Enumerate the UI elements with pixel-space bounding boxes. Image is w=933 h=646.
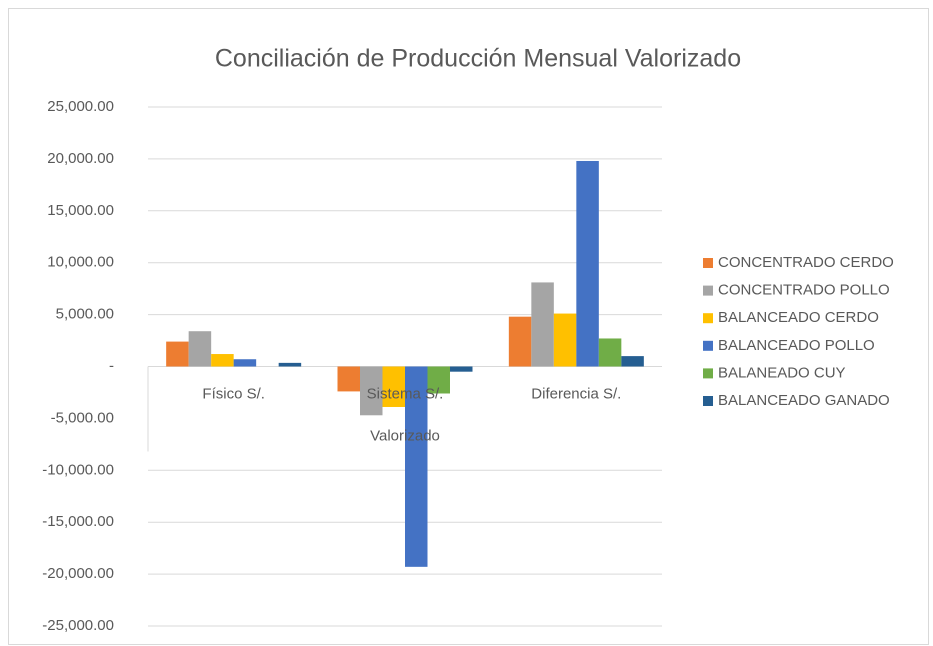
y-tick-label: -10,000.00 — [42, 461, 114, 478]
bar — [278, 362, 302, 367]
y-tick-label: -25,000.00 — [42, 617, 114, 634]
bar — [382, 366, 405, 407]
legend-label: BALANCEADO POLLO — [718, 337, 875, 354]
legend-label: CONCENTRADO POLLO — [718, 282, 890, 299]
legend-label: BALANCEADO GANADO — [718, 392, 890, 409]
bar — [621, 356, 644, 367]
bar — [553, 313, 577, 367]
chart-border — [8, 8, 929, 645]
x-axis-label: Valorizado — [370, 427, 440, 444]
bar — [508, 316, 532, 367]
legend-label: BALANEADO CUY — [718, 364, 846, 381]
bar — [360, 366, 383, 416]
y-tick-label: 20,000.00 — [47, 150, 114, 167]
y-tick-label: 5,000.00 — [56, 306, 114, 323]
bar — [598, 338, 622, 367]
bar — [427, 366, 450, 394]
y-tick-label: -15,000.00 — [42, 513, 114, 530]
y-tick-label: 10,000.00 — [47, 254, 114, 271]
bar — [337, 366, 360, 392]
x-tick-label: Sistema S/. — [367, 385, 444, 402]
x-tick-label: Diferencia S/. — [531, 385, 621, 402]
x-tick-label: Físico S/. — [202, 385, 265, 402]
bar — [405, 366, 428, 567]
bar — [233, 359, 257, 367]
legend-swatch — [703, 396, 713, 406]
bar — [450, 366, 473, 372]
legend-swatch — [703, 368, 713, 379]
bar — [188, 331, 212, 367]
bar — [211, 354, 234, 367]
bar — [166, 341, 189, 367]
legend-swatch — [703, 340, 713, 351]
y-tick-label: -5,000.00 — [51, 409, 114, 426]
y-tick-label: 25,000.00 — [47, 98, 114, 115]
y-tick-label: 15,000.00 — [47, 202, 114, 219]
legend-swatch — [703, 285, 713, 296]
bar — [576, 160, 599, 367]
legend-swatch — [703, 313, 713, 324]
legend-label: CONCENTRADO CERDO — [718, 254, 894, 271]
legend-swatch — [703, 258, 713, 268]
legend-label: BALANCEADO CERDO — [718, 309, 879, 326]
chart-title: Conciliación de Producción Mensual Valor… — [215, 45, 741, 73]
y-tick-label: -20,000.00 — [42, 565, 114, 582]
bar — [531, 282, 554, 367]
y-tick-label: - — [109, 357, 114, 374]
